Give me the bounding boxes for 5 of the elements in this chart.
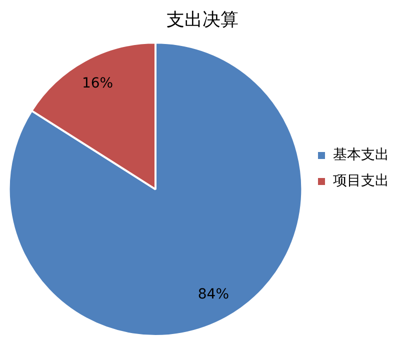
chart-title: 支出决算 [166,9,238,30]
data-label: 16% [82,76,114,92]
data-label: 84% [198,286,230,302]
legend-label: 基本支出 [333,147,389,164]
legend-label: 项目支出 [333,173,389,190]
